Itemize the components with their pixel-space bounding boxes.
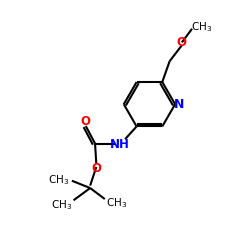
Text: CH$_3$: CH$_3$ bbox=[106, 196, 127, 210]
Text: O: O bbox=[80, 115, 90, 128]
Text: CH$_3$: CH$_3$ bbox=[51, 198, 72, 211]
Text: NH: NH bbox=[110, 138, 130, 151]
Text: CH$_3$: CH$_3$ bbox=[191, 20, 212, 34]
Text: O: O bbox=[177, 36, 187, 49]
Text: N: N bbox=[174, 98, 185, 111]
Text: O: O bbox=[91, 162, 101, 174]
Text: CH$_3$: CH$_3$ bbox=[48, 173, 70, 187]
